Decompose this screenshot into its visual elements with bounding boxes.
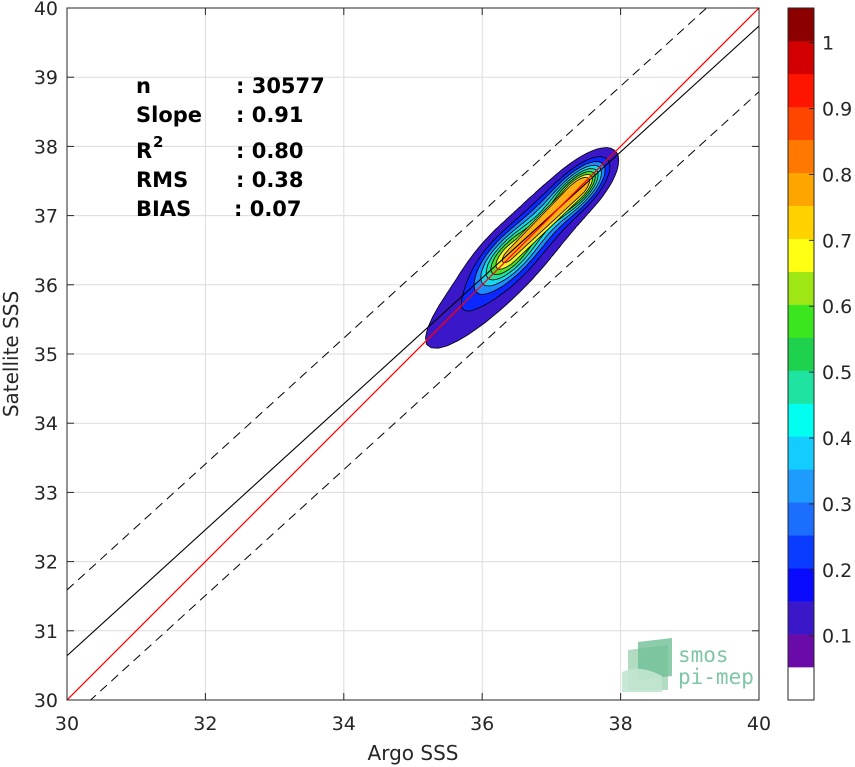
y-tick-label: 34	[34, 413, 58, 435]
y-tick-label: 33	[34, 482, 58, 504]
stat-bias-value: : 0.07	[234, 197, 302, 221]
y-tick-label: 31	[34, 621, 58, 643]
stat-rms-label: RMS	[136, 168, 188, 192]
regression-line	[67, 25, 759, 657]
x-tick-label: 36	[470, 713, 494, 735]
reference-lines	[67, 8, 759, 700]
stat-slope-label: Slope	[136, 103, 202, 127]
colorbar-tick-label: 1	[822, 33, 834, 55]
upper-bound-line	[67, 8, 708, 591]
stat-r2-sup: 2	[153, 133, 163, 151]
colorbar-segment	[788, 502, 814, 536]
x-tick-label: 34	[332, 713, 356, 735]
colorbar-segment	[788, 337, 814, 371]
stat-slope-value: : 0.91	[236, 103, 304, 127]
x-tick-label: 38	[609, 713, 633, 735]
smos-pi-mep-logo: smos pi-mep	[622, 638, 754, 692]
lower-bound-line	[89, 91, 759, 700]
stat-rms-value: : 0.38	[236, 168, 304, 192]
logo-graphic-icon	[622, 638, 672, 692]
logo-text-smos: smos	[678, 643, 729, 667]
colorbar-segment	[788, 271, 814, 305]
colorbar-segment	[788, 535, 814, 569]
colorbar-tick-label: 0.5	[822, 362, 852, 384]
colorbar-segment	[788, 238, 814, 272]
colorbar-tick-label: 0.6	[822, 296, 852, 318]
colorbar-segment	[788, 403, 814, 437]
y-tick-label: 30	[34, 690, 58, 712]
stat-n-label: n	[136, 74, 151, 98]
stat-r2-value: : 0.80	[236, 139, 304, 163]
colorbar-segment	[788, 634, 814, 668]
colorbar-segment	[788, 304, 814, 338]
y-tick-label: 35	[34, 344, 58, 366]
x-tick-label: 40	[747, 713, 771, 735]
colorbar-tick-label: 0.9	[822, 99, 852, 121]
colorbar-segment	[788, 8, 814, 42]
colorbar-frame	[787, 7, 815, 701]
y-tick-label: 37	[34, 206, 58, 228]
y-tick-label: 32	[34, 552, 58, 574]
stat-bias-label: BIAS	[136, 197, 191, 221]
x-tick-labels: 30 32 34 36 38 40	[55, 8, 771, 735]
stat-r2-label: R	[136, 139, 152, 163]
x-axis-label: Argo SSS	[368, 741, 459, 765]
colorbar-segment	[788, 568, 814, 602]
colorbar-segment	[788, 436, 814, 470]
colorbar-tick-label: 0.1	[822, 626, 852, 648]
identity-line	[67, 8, 759, 700]
colorbar-tick-label: 0.2	[822, 560, 852, 582]
colorbar-segment	[788, 40, 814, 75]
y-tick-label: 38	[34, 136, 58, 158]
colorbar-segment	[788, 139, 814, 174]
x-tick-label: 32	[193, 713, 217, 735]
x-tick-label: 30	[55, 713, 79, 735]
colorbar-segment	[788, 205, 814, 239]
colorbar-tick-label: 0.7	[822, 230, 852, 252]
colorbar-tick-label: 0.3	[822, 494, 852, 516]
colorbar-tick-label: 0.8	[822, 164, 852, 186]
colorbar-tick-label: 0.4	[822, 428, 852, 450]
colorbar-segment	[788, 601, 814, 635]
y-tick-labels: 30 31 32 33 34 35 36 37 38 39 40	[34, 0, 759, 712]
colorbar-segment	[788, 73, 814, 108]
colorbar-tick-labels: 0.1 0.2 0.3 0.4 0.5 0.6 0.7 0.8 0.9 1	[809, 33, 852, 648]
colorbar-segment	[788, 667, 814, 701]
colorbar-segment	[788, 469, 814, 503]
colorbar-segment	[788, 106, 814, 141]
y-axis-label: Satellite SSS	[0, 291, 23, 417]
y-tick-label: 40	[34, 0, 58, 20]
colorbar-segment	[788, 172, 814, 207]
colorbar-segment	[788, 370, 814, 404]
grid	[67, 8, 759, 700]
statistics-box: n : 30577 Slope : 0.91 R 2 : 0.80 RMS : …	[136, 74, 325, 221]
y-tick-label: 39	[34, 67, 58, 89]
stat-n-value: : 30577	[236, 74, 325, 98]
y-tick-label: 36	[34, 275, 58, 297]
logo-text-pimep: pi-mep	[678, 665, 754, 689]
colorbar	[787, 7, 815, 701]
